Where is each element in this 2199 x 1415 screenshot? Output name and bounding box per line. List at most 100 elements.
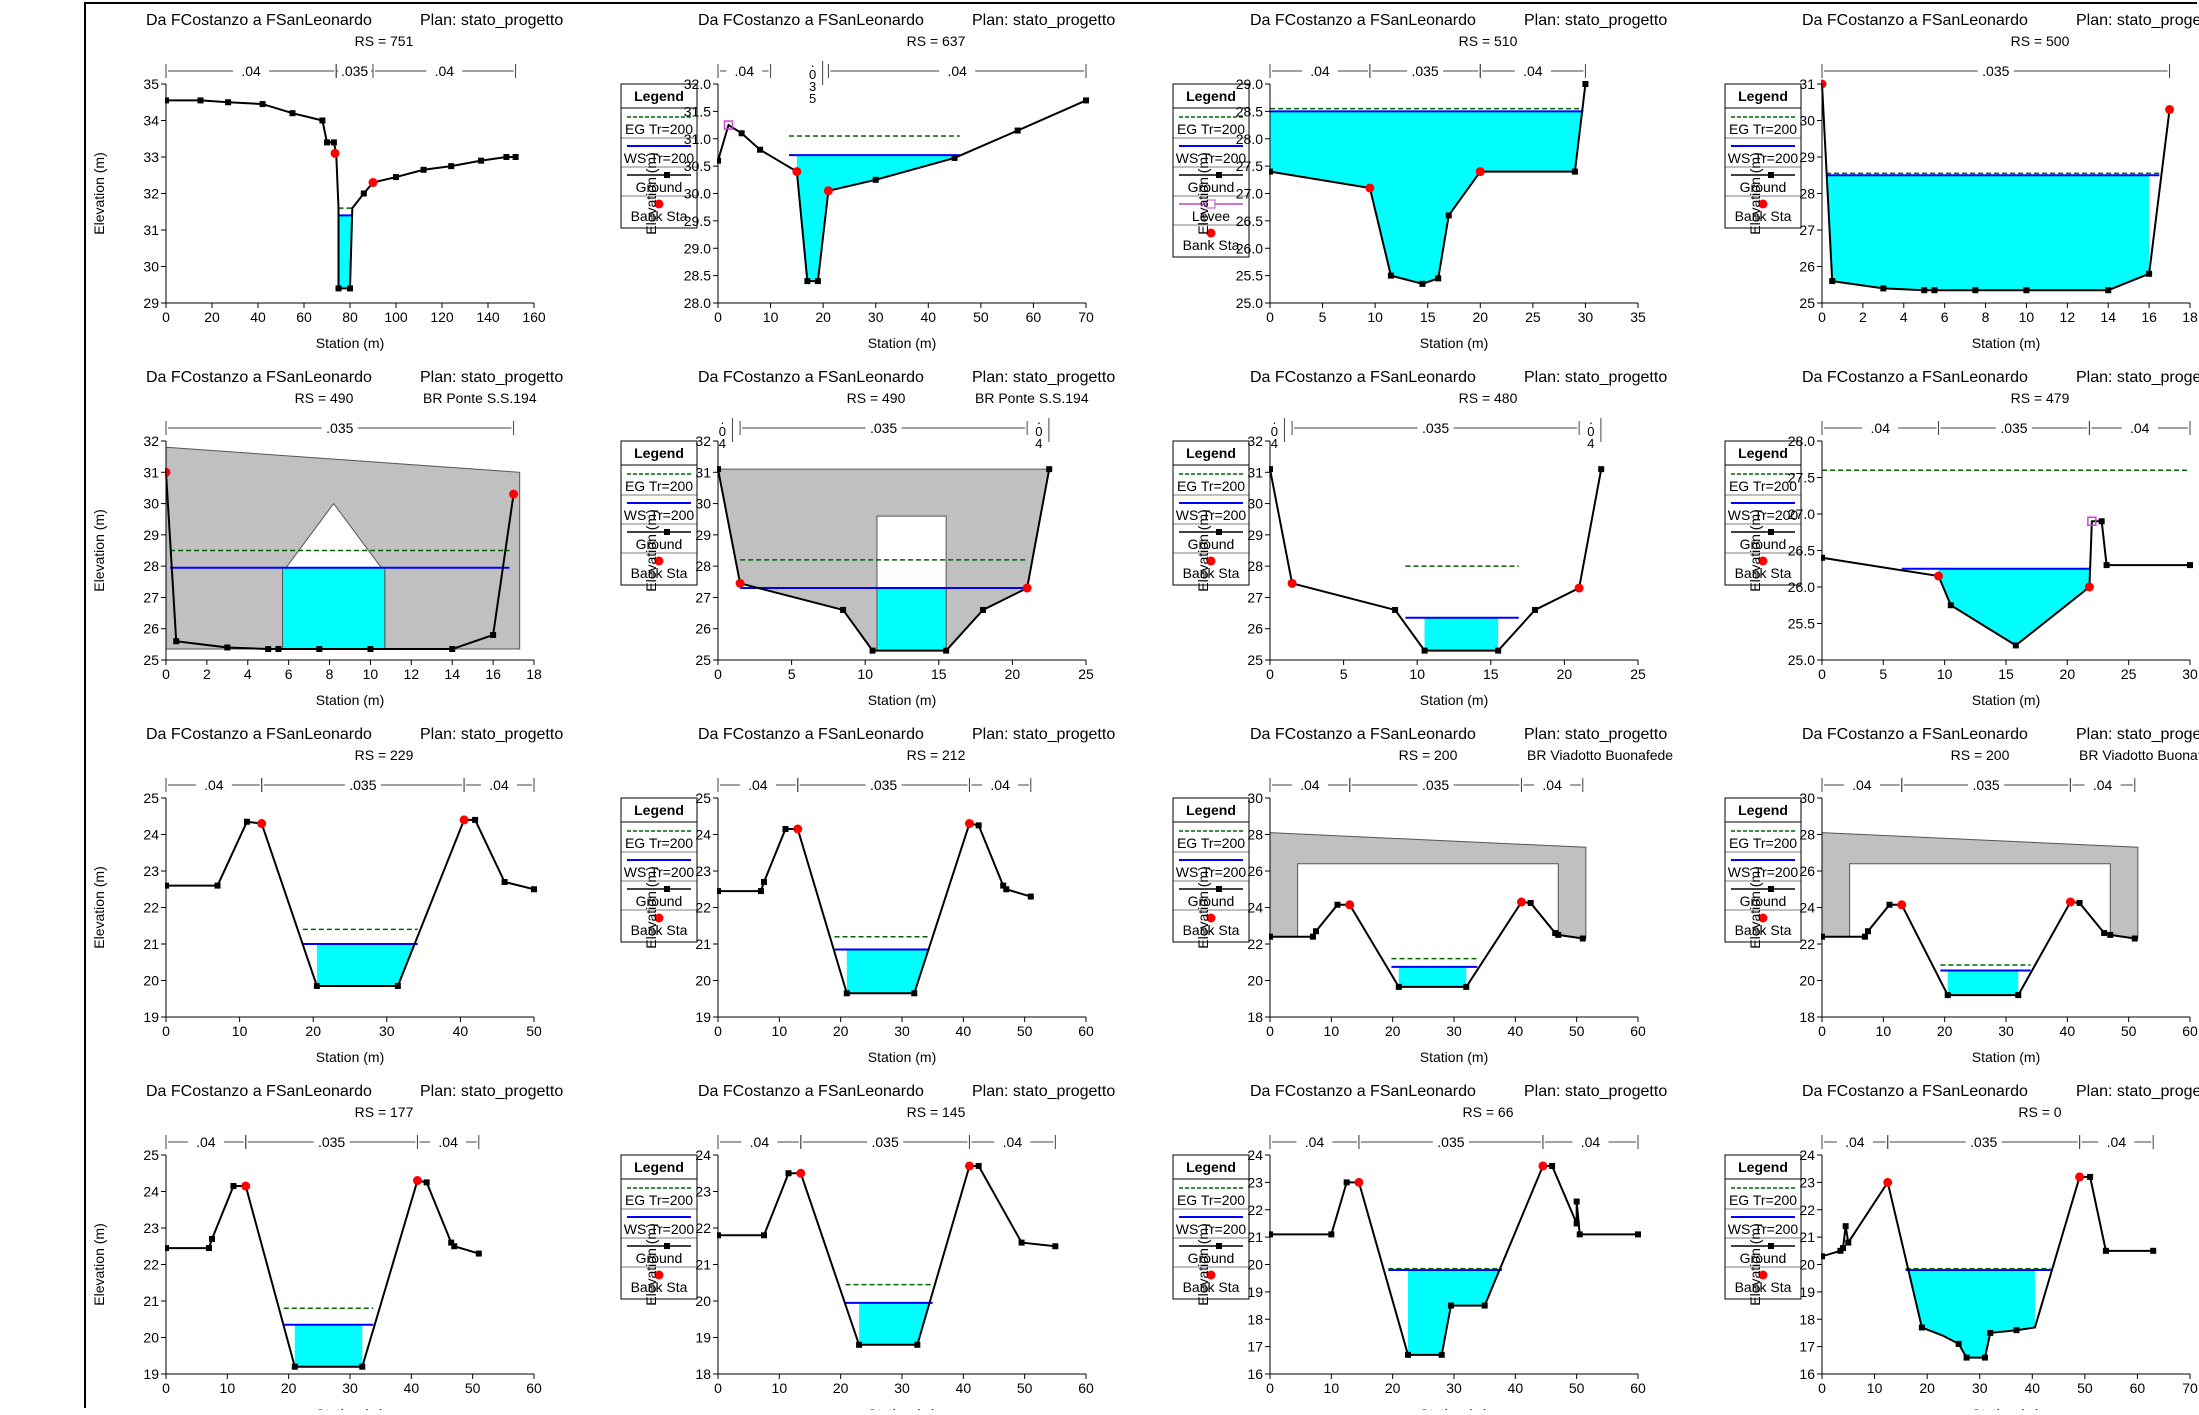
x-tick-label: 20 (833, 1023, 849, 1039)
manning-n-label: .035 (870, 420, 897, 436)
y-tick-label: 30 (1799, 790, 1815, 806)
ground-point-marker (423, 1179, 430, 1186)
ground-point-marker (360, 190, 367, 197)
y-tick-label: 19 (695, 1330, 711, 1346)
legend-label: Ground (1740, 179, 1787, 195)
y-tick-label: 29 (143, 527, 159, 543)
y-tick-label: 18 (1247, 1009, 1263, 1025)
axes: 0 10 20 30 40 50 60 70 28.0 28.5 29.0 29.5 30.0 30.5 3… (643, 76, 1094, 351)
ground-point-marker (1573, 1198, 1580, 1205)
axes: 0 2 4 6 8 10 12 14 16 18 25 26 27 28 29 30 31 Station (m)… (1747, 76, 2198, 351)
legend-title: Legend (1186, 88, 1236, 104)
manning-n-segment: .04 (1520, 777, 1584, 793)
ground-point-marker (1445, 212, 1452, 219)
y-tick-label: 18 (1247, 1311, 1263, 1327)
y-tick-label: 30 (1247, 496, 1263, 512)
x-tick-label: 0 (162, 1023, 170, 1039)
x-tick-label: 30 (2182, 666, 2198, 682)
x-axis-label: Station (m) (316, 335, 384, 351)
plot-area: .04 .035 .04 (717, 1134, 1059, 1348)
ground-point-marker (243, 818, 250, 825)
x-tick-label: 10 (1409, 666, 1425, 682)
x-tick-label: 40 (1508, 1023, 1524, 1039)
ground-line (717, 468, 1051, 652)
legend-label: EG Tr=200 (625, 478, 693, 494)
x-tick-label: 40 (956, 1380, 972, 1396)
bank-station-marker (1475, 167, 1485, 177)
y-tick-label: 21 (695, 1257, 711, 1273)
water-area (1270, 111, 1583, 284)
ground-point-marker (1531, 606, 1538, 613)
x-axis-label: Station (m) (316, 692, 384, 708)
x-tick-label: 60 (1630, 1380, 1646, 1396)
y-tick-label: 30.0 (684, 186, 711, 202)
x-tick-label: 10 (1937, 666, 1953, 682)
manning-n-label: .04 (735, 63, 755, 79)
y-axis-label: Elevation (m) (643, 866, 659, 948)
legend-label: EG Tr=200 (625, 835, 693, 851)
y-tick-label: 28 (1247, 558, 1263, 574)
panel-title-plan: Plan: stato_progetto (420, 726, 563, 743)
legend-label: Bank Sta (1183, 237, 1240, 253)
manning-n-segment: .04 (1821, 777, 1903, 793)
axes: 010203040506070161718192021222324Station… (1747, 1147, 2198, 1415)
ground-line (718, 1164, 1056, 1346)
panel-rs-label: RS = 490 (847, 390, 906, 406)
bank-station-marker (1934, 571, 1944, 581)
legend: Legend EG Tr=200 WS Tr=200 Ground Levee Bank … (1172, 83, 1250, 258)
legend-label: WS Tr=200 (1728, 507, 1799, 523)
legend-label: WS Tr=200 (1728, 1221, 1799, 1237)
bank-station-marker (1883, 1177, 1893, 1187)
legend-bank-symbol (1206, 228, 1216, 238)
y-tick-label: 21 (1799, 1229, 1815, 1245)
x-tick-label: 30 (894, 1023, 910, 1039)
y-tick-label: 26.5 (1236, 213, 1263, 229)
x-tick-label: 50 (2077, 1380, 2093, 1396)
legend-label: EG Tr=200 (1177, 478, 1245, 494)
y-tick-label: 30 (1247, 790, 1263, 806)
bank-station-marker (459, 815, 469, 825)
manning-n-label: .04 (990, 777, 1010, 793)
manning-n-label: .035 (1411, 63, 1438, 79)
axes: 0 5 10 15 20 25 25 26 27 28 29 30 31 32 Station (m) Ele… (643, 433, 1094, 708)
y-axis-label: Elevation (m) (1747, 1223, 1763, 1305)
legend-title: Legend (1186, 445, 1236, 461)
panel-rs-label: RS = 212 (907, 747, 966, 763)
ground-point-marker (738, 130, 745, 137)
ground-point-marker (1027, 893, 1034, 900)
x-axis-label: Station (m) (1420, 692, 1488, 708)
legend-label: EG Tr=200 (1177, 1192, 1245, 1208)
x-tick-label: 2 (203, 666, 211, 682)
ground-point-marker (275, 646, 282, 653)
plot-area: .04 .035 .04 (165, 777, 537, 989)
ground-point-marker (1018, 1239, 1025, 1246)
legend-label: Ground (636, 179, 683, 195)
legend-label: WS Tr=200 (624, 507, 695, 523)
bank-station-marker (330, 148, 340, 158)
ground-point-marker (1880, 285, 1887, 292)
manning-n-segment: .04 (165, 63, 337, 79)
y-tick-label: 21 (695, 936, 711, 952)
legend-title: Legend (1738, 802, 1788, 818)
x-tick-label: 20 (204, 309, 220, 325)
bank-station-marker (1897, 900, 1907, 910)
legend-label: Ground (1740, 536, 1787, 552)
sheet-border (84, 2, 2197, 1408)
legend-bank-symbol (1758, 199, 1768, 209)
legend-title: Legend (634, 802, 684, 818)
x-tick-label: 0 (1266, 1380, 1274, 1396)
ground-point-marker (512, 154, 519, 160)
y-tick-label: 26 (1247, 863, 1263, 879)
y-axis-label: Elevation (m) (1747, 866, 1763, 948)
x-tick-label: 0 (1818, 1023, 1826, 1039)
x-tick-label: 10 (857, 666, 873, 682)
ground-point-marker (2102, 1247, 2109, 1254)
legend-label: WS Tr=200 (1176, 150, 1247, 166)
y-tick-label: 25 (1799, 295, 1815, 311)
y-tick-label: 20 (695, 1293, 711, 1309)
ground-point-marker (1309, 933, 1316, 940)
legend-bank-symbol (1206, 556, 1216, 566)
panel-rs-label: RS = 751 (355, 33, 414, 49)
bank-station-marker (964, 819, 974, 829)
ground-point-marker (814, 278, 821, 285)
